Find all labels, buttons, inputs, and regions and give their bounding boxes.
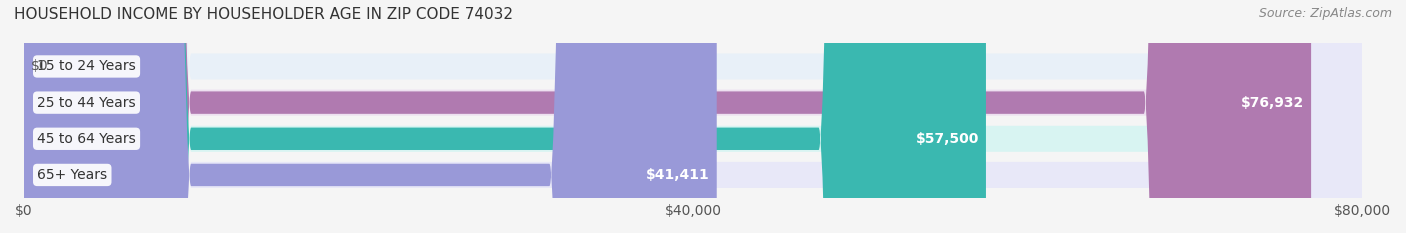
Text: 65+ Years: 65+ Years bbox=[37, 168, 107, 182]
FancyBboxPatch shape bbox=[24, 0, 986, 233]
FancyBboxPatch shape bbox=[24, 0, 1362, 233]
Text: $0: $0 bbox=[31, 59, 48, 73]
FancyBboxPatch shape bbox=[24, 0, 1362, 233]
Text: Source: ZipAtlas.com: Source: ZipAtlas.com bbox=[1258, 7, 1392, 20]
Text: $57,500: $57,500 bbox=[915, 132, 979, 146]
Text: 25 to 44 Years: 25 to 44 Years bbox=[37, 96, 136, 110]
FancyBboxPatch shape bbox=[24, 0, 1312, 233]
FancyBboxPatch shape bbox=[24, 0, 1362, 233]
Text: $41,411: $41,411 bbox=[647, 168, 710, 182]
FancyBboxPatch shape bbox=[24, 0, 717, 233]
Text: $76,932: $76,932 bbox=[1241, 96, 1305, 110]
Text: HOUSEHOLD INCOME BY HOUSEHOLDER AGE IN ZIP CODE 74032: HOUSEHOLD INCOME BY HOUSEHOLDER AGE IN Z… bbox=[14, 7, 513, 22]
Text: 45 to 64 Years: 45 to 64 Years bbox=[37, 132, 136, 146]
FancyBboxPatch shape bbox=[24, 0, 1362, 233]
Text: 15 to 24 Years: 15 to 24 Years bbox=[37, 59, 136, 73]
